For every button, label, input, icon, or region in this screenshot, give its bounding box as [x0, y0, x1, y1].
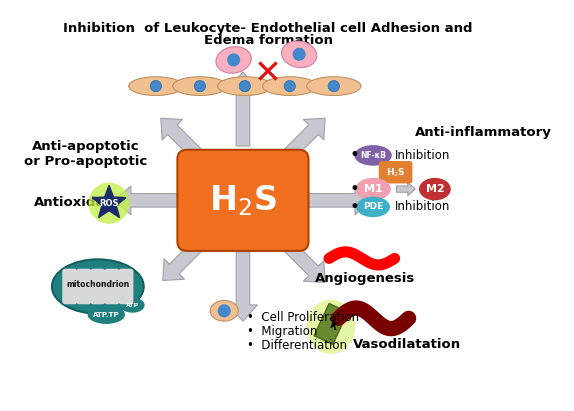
- Ellipse shape: [216, 46, 251, 73]
- Polygon shape: [314, 303, 348, 344]
- Circle shape: [150, 81, 161, 92]
- Ellipse shape: [356, 196, 390, 217]
- Circle shape: [284, 81, 296, 92]
- FancyArrowPatch shape: [161, 118, 211, 169]
- FancyBboxPatch shape: [104, 269, 119, 304]
- Circle shape: [218, 304, 231, 317]
- FancyBboxPatch shape: [62, 269, 77, 304]
- Text: Inhibition: Inhibition: [394, 149, 450, 162]
- Ellipse shape: [307, 300, 355, 354]
- FancyArrowPatch shape: [115, 186, 182, 215]
- FancyArrowPatch shape: [228, 252, 257, 321]
- Ellipse shape: [218, 77, 272, 95]
- Circle shape: [293, 48, 306, 61]
- Text: ✕: ✕: [254, 58, 282, 90]
- Ellipse shape: [87, 305, 125, 324]
- Text: Inhibition  of Leukocyte- Endothelial cell Adhesion and: Inhibition of Leukocyte- Endothelial cel…: [64, 23, 473, 35]
- Text: •  Migration: • Migration: [247, 325, 317, 338]
- Text: Vasodilatation: Vasodilatation: [353, 338, 461, 351]
- Text: Antioxidant: Antioxidant: [34, 196, 121, 209]
- Polygon shape: [92, 185, 126, 217]
- Text: ROS: ROS: [99, 199, 119, 208]
- Text: •: •: [350, 180, 359, 198]
- Text: NF-κB: NF-κB: [360, 151, 386, 160]
- Ellipse shape: [355, 178, 391, 200]
- Text: •: •: [350, 146, 359, 164]
- Text: PDE: PDE: [363, 202, 383, 211]
- Text: H$_2$S: H$_2$S: [386, 166, 405, 178]
- FancyArrowPatch shape: [274, 118, 325, 169]
- Ellipse shape: [419, 178, 451, 200]
- Text: Edema formation: Edema formation: [204, 34, 333, 47]
- FancyArrowPatch shape: [274, 232, 325, 282]
- Ellipse shape: [281, 41, 317, 67]
- Circle shape: [328, 81, 339, 92]
- Text: Inhibition: Inhibition: [394, 201, 450, 213]
- Text: Anti-apoptotic
or Pro-apoptotic: Anti-apoptotic or Pro-apoptotic: [24, 140, 148, 168]
- Ellipse shape: [307, 77, 361, 95]
- FancyBboxPatch shape: [118, 269, 133, 304]
- Ellipse shape: [121, 298, 145, 313]
- Text: •  Differentiation: • Differentiation: [247, 339, 347, 352]
- Text: ATP.TP: ATP.TP: [93, 312, 119, 318]
- Ellipse shape: [88, 182, 130, 224]
- Ellipse shape: [263, 77, 317, 95]
- Text: ATP: ATP: [126, 303, 139, 308]
- Ellipse shape: [354, 145, 392, 166]
- Circle shape: [239, 81, 250, 92]
- Text: M1: M1: [364, 184, 382, 194]
- FancyArrowPatch shape: [397, 182, 415, 196]
- FancyBboxPatch shape: [379, 161, 412, 183]
- FancyArrowPatch shape: [228, 72, 257, 146]
- Ellipse shape: [129, 77, 183, 95]
- Ellipse shape: [173, 77, 227, 95]
- FancyBboxPatch shape: [177, 150, 308, 251]
- Text: Anti-inflammatory: Anti-inflammatory: [415, 127, 552, 139]
- Circle shape: [194, 81, 205, 92]
- Text: •  Cell Proliferation: • Cell Proliferation: [247, 311, 359, 324]
- FancyBboxPatch shape: [90, 269, 105, 304]
- FancyArrowPatch shape: [304, 186, 371, 215]
- Ellipse shape: [52, 259, 144, 314]
- Text: K: K: [327, 320, 338, 332]
- Text: M2: M2: [425, 184, 444, 194]
- Ellipse shape: [210, 300, 238, 321]
- Text: Angiogenesis: Angiogenesis: [315, 272, 415, 284]
- FancyArrowPatch shape: [163, 232, 211, 280]
- Text: mitochondrion: mitochondrion: [66, 280, 130, 289]
- Circle shape: [227, 53, 240, 67]
- Text: •: •: [350, 198, 359, 216]
- Text: H$_2$S: H$_2$S: [209, 183, 277, 218]
- FancyBboxPatch shape: [76, 269, 91, 304]
